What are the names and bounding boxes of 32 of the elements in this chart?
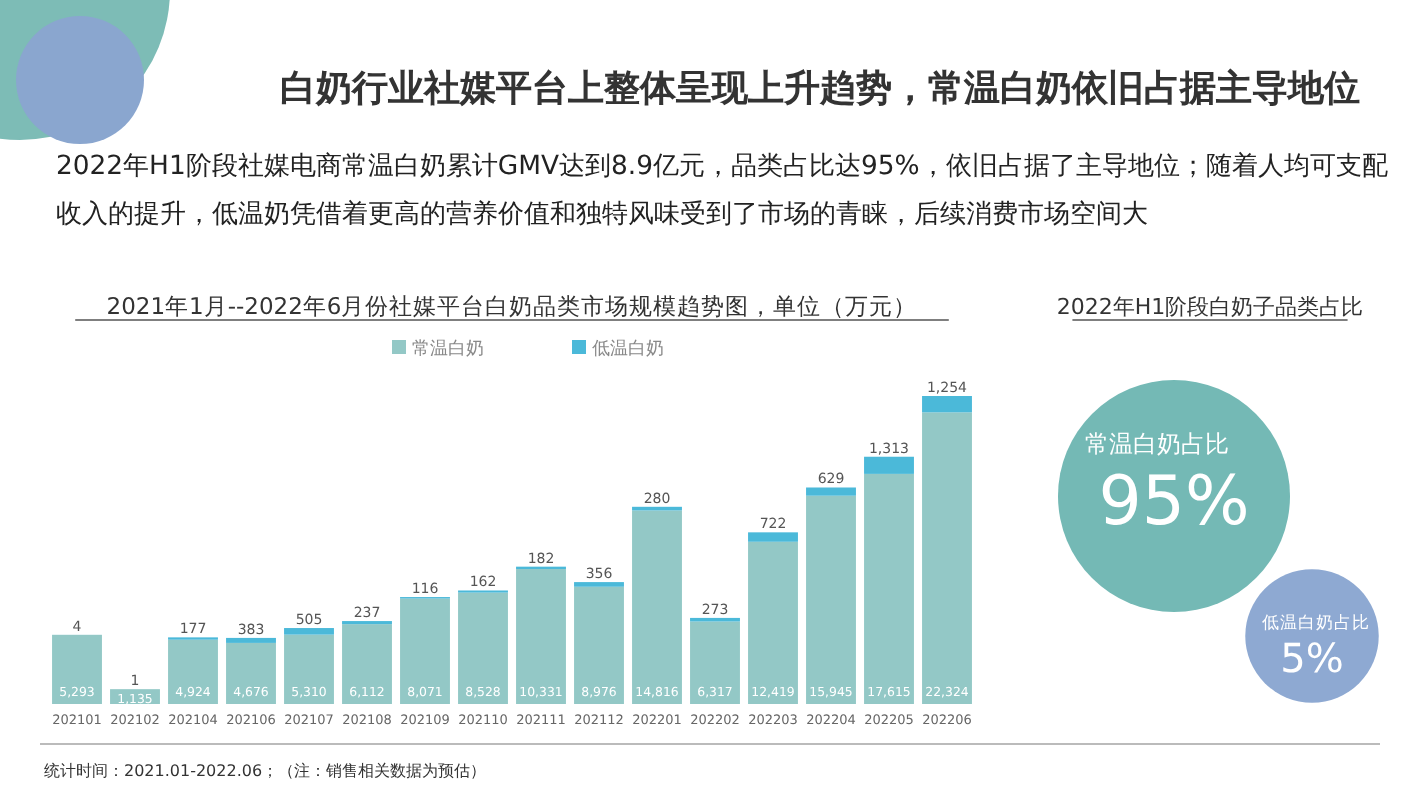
bar <box>864 473 914 704</box>
legend-label: 常温白奶 <box>412 338 484 360</box>
data-label: 5% <box>1280 634 1344 682</box>
category-label: 常温白奶占比 <box>1084 429 1229 458</box>
bar <box>400 598 450 704</box>
data-label: 95% <box>1098 462 1250 542</box>
bar <box>168 639 218 704</box>
text: 白奶行业社媒平台上整体呈现上升趋势，常温白奶依旧占据主导地位 <box>278 66 1362 112</box>
bar <box>632 510 682 704</box>
bar <box>284 634 334 704</box>
bar <box>922 396 972 413</box>
bar <box>226 642 276 704</box>
text: 统计时间：2021.01-2022.06；（注：销售相关数据为预估） <box>44 762 487 780</box>
bar <box>458 592 508 704</box>
legend-label: 低温白奶 <box>592 338 664 360</box>
bar <box>748 532 798 542</box>
bar <box>922 412 972 704</box>
bar <box>806 495 856 704</box>
bar <box>284 628 334 635</box>
bar <box>226 637 276 643</box>
bar <box>690 621 740 704</box>
bar <box>748 541 798 704</box>
text: 2022年H1阶段白奶子品类占比 <box>1056 294 1364 320</box>
bar <box>864 456 914 474</box>
chart-title: 2021年1月--2022年6月份社媒平台白奶品类市场规模趋势图，单位（万元） <box>106 292 918 320</box>
bar <box>342 624 392 704</box>
category-label: 低温白奶占比 <box>1262 612 1370 634</box>
bar <box>52 634 102 704</box>
bar <box>806 487 856 496</box>
bar <box>516 569 566 704</box>
text: 2022年H1阶段社媒电商常温白奶累计GMV达到8.9亿元，品类占比达95%，依旧占据了主导地位；随着人均可支配收入的提升，低温奶凭借着更高的营养价值和独特风味受到了市场的青睐，后续消费市场空间大 <box>56 150 1390 234</box>
bar <box>574 586 624 704</box>
